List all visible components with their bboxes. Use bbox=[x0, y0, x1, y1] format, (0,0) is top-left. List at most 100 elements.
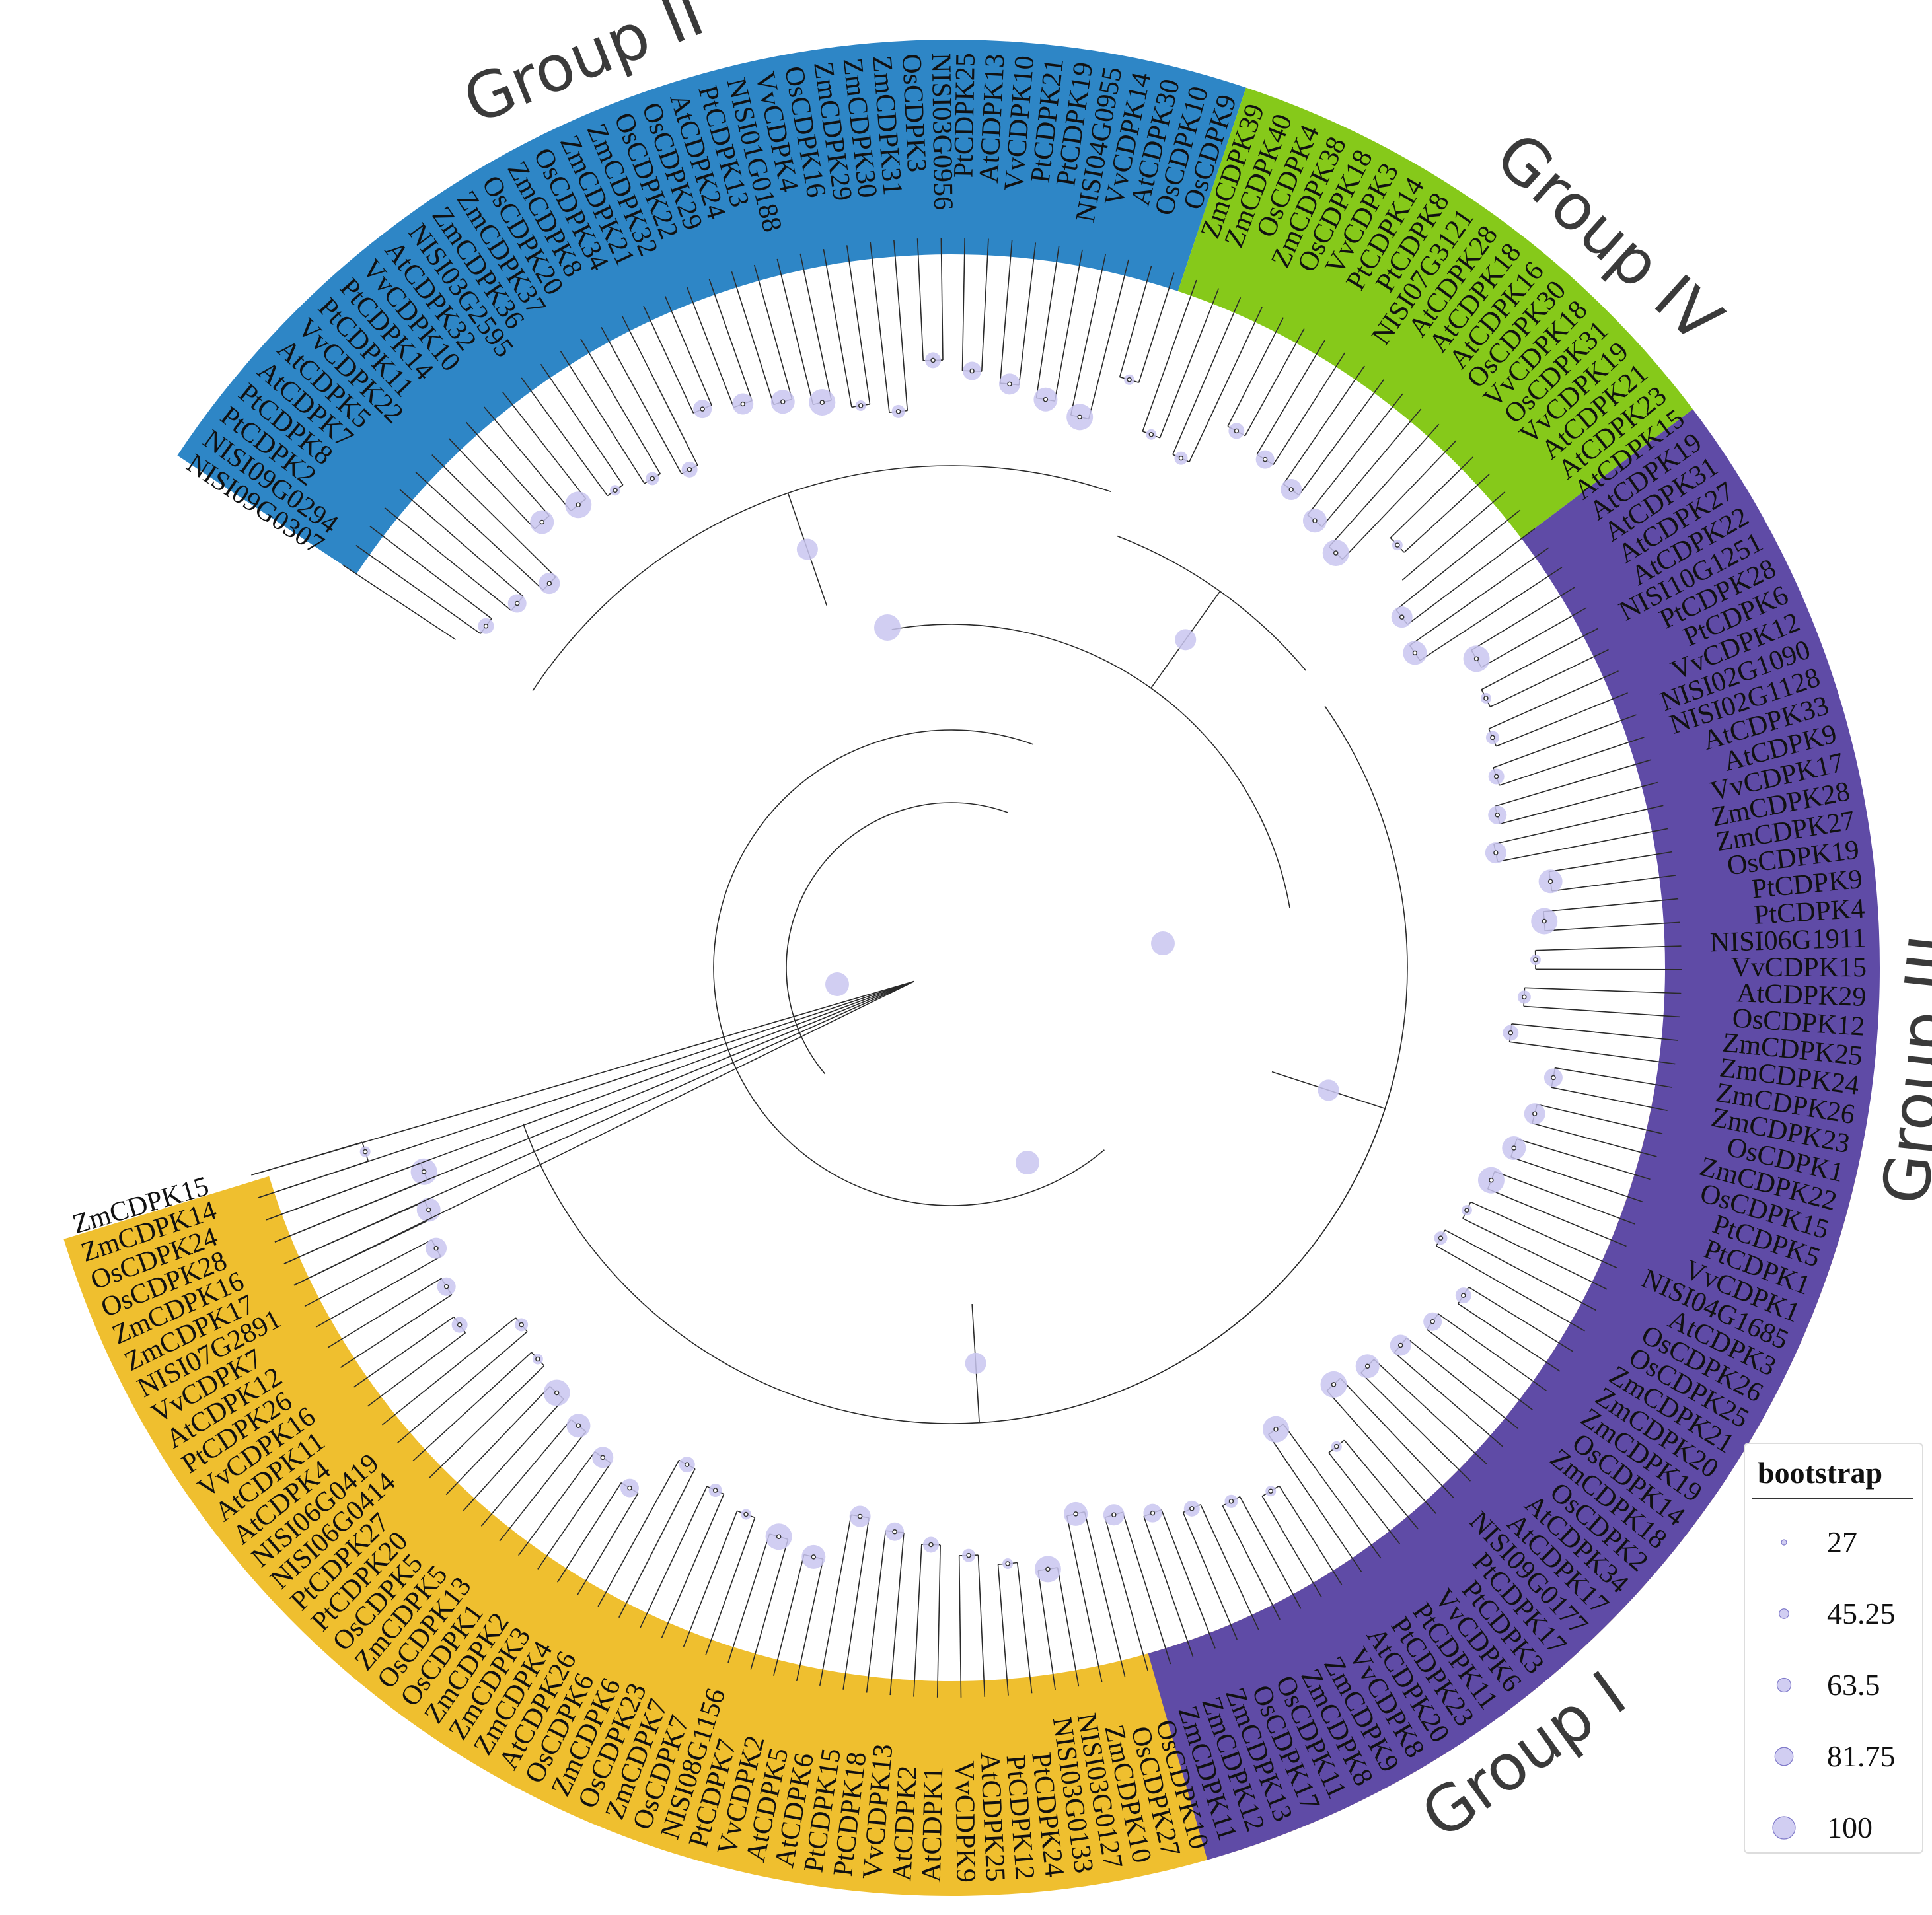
taxon-label: OsCDPK3 bbox=[896, 53, 932, 173]
internal-node bbox=[892, 1529, 897, 1535]
tip-branch bbox=[1493, 714, 1637, 768]
tip-branch bbox=[1499, 781, 1658, 824]
tip-branch bbox=[1328, 423, 1440, 548]
bootstrap-circle bbox=[1151, 931, 1175, 955]
tip-branch bbox=[1458, 1303, 1561, 1372]
long-branch bbox=[274, 980, 914, 1243]
tip-branch bbox=[1088, 259, 1129, 419]
tip-branch bbox=[1261, 1496, 1322, 1597]
internal-node bbox=[1522, 994, 1527, 1000]
internal-node bbox=[1395, 542, 1400, 548]
tip-branch bbox=[819, 1515, 852, 1686]
internal-node bbox=[1483, 696, 1489, 701]
internal-node bbox=[858, 403, 864, 408]
tip-branch bbox=[1468, 1286, 1573, 1352]
tip-branch bbox=[1104, 1517, 1148, 1671]
internal-node bbox=[362, 1149, 368, 1155]
internal-node bbox=[519, 1322, 524, 1328]
tip-branch bbox=[480, 1419, 572, 1527]
tip-branch bbox=[661, 1494, 725, 1638]
tip-branch bbox=[540, 363, 624, 486]
tip-branch bbox=[1401, 491, 1506, 581]
tip-branch bbox=[750, 1539, 789, 1670]
internal-node bbox=[1532, 1111, 1538, 1116]
internal-node bbox=[433, 1245, 439, 1251]
tip-branch bbox=[1407, 528, 1536, 625]
tip-branch bbox=[1444, 1229, 1597, 1311]
tip-branch bbox=[1066, 1515, 1103, 1682]
internal-node bbox=[1533, 957, 1538, 962]
tip-branch bbox=[683, 1511, 738, 1647]
taxon-label: AtCDPK25 bbox=[974, 1752, 1010, 1883]
tip-branch bbox=[961, 238, 965, 371]
internal-node bbox=[743, 1511, 749, 1517]
tip-branch bbox=[1419, 567, 1563, 661]
tip-branch bbox=[580, 338, 661, 474]
tip-branch bbox=[1342, 440, 1457, 560]
tip-branch bbox=[537, 1463, 611, 1570]
tip-branch bbox=[1532, 1122, 1657, 1157]
tip-branch bbox=[776, 258, 814, 405]
internal-node bbox=[1268, 1488, 1273, 1494]
tip-branch bbox=[431, 454, 556, 577]
tip-branch bbox=[1138, 272, 1175, 383]
internal-node bbox=[1312, 518, 1318, 524]
taxon-label: AtCDPK1 bbox=[916, 1766, 949, 1883]
tip-branch bbox=[1535, 945, 1682, 951]
tip-branch bbox=[597, 1460, 680, 1607]
tip-branch bbox=[846, 245, 871, 405]
legend-value: 63.5 bbox=[1827, 1668, 1880, 1702]
tip-branch bbox=[340, 1294, 453, 1368]
bootstrap-circle bbox=[796, 538, 818, 560]
tip-branch bbox=[999, 240, 1013, 384]
tip-branch bbox=[936, 1544, 941, 1698]
tip-branch bbox=[1481, 628, 1598, 690]
internal-node bbox=[819, 400, 825, 405]
tip-branch bbox=[1395, 509, 1521, 610]
tip-branch bbox=[396, 1331, 528, 1444]
internal-node bbox=[1551, 1075, 1556, 1081]
internal-node bbox=[740, 401, 746, 407]
tip-branch bbox=[1057, 1567, 1080, 1687]
tip-branch bbox=[1273, 352, 1346, 465]
tip-branch bbox=[893, 240, 909, 411]
internal-node bbox=[1273, 1427, 1279, 1432]
tip-branch bbox=[1536, 1104, 1663, 1134]
tip-branch bbox=[1403, 474, 1490, 553]
internal-node bbox=[650, 476, 655, 482]
tip-branch bbox=[796, 1559, 824, 1682]
internal-node bbox=[1111, 1512, 1117, 1518]
legend-items: 27 45.25 63.5 81.75 100 bbox=[1772, 1525, 1896, 1844]
internal-node bbox=[1331, 1382, 1337, 1387]
tip-branch bbox=[367, 1332, 466, 1407]
bootstrap-circle bbox=[874, 614, 901, 641]
internal-node bbox=[1495, 813, 1501, 818]
tip-branch bbox=[304, 1239, 432, 1307]
internal-node bbox=[1397, 1342, 1403, 1348]
tip-branch bbox=[889, 1532, 905, 1696]
tip-branch bbox=[1307, 393, 1403, 515]
internal-node bbox=[426, 1207, 431, 1213]
tip-branch bbox=[1222, 1505, 1281, 1620]
tip-branch bbox=[773, 1554, 805, 1676]
tip-branch bbox=[1481, 607, 1587, 668]
tip-branch bbox=[1084, 1511, 1126, 1677]
tip-branch bbox=[1298, 379, 1385, 495]
tip-branch bbox=[643, 305, 694, 414]
tip-branch bbox=[1551, 1087, 1668, 1112]
internal-node bbox=[1493, 850, 1499, 855]
internal-node bbox=[684, 1462, 690, 1467]
taxon-label: AtCDPK29 bbox=[1736, 978, 1867, 1013]
taxon-label: NISI06G1911 bbox=[1709, 923, 1867, 958]
internal-node bbox=[514, 600, 520, 606]
tip-branch bbox=[1406, 1337, 1518, 1429]
group-band-ii bbox=[177, 40, 1246, 574]
tip-branch bbox=[640, 1486, 708, 1628]
taxon-label: AtCDPK13 bbox=[974, 53, 1011, 184]
bootstrap-legend: bootstrap 27 45.25 63.5 81.75 100 bbox=[1744, 1443, 1923, 1854]
internal-node bbox=[1045, 1566, 1051, 1572]
bootstrap-circle bbox=[1175, 629, 1197, 651]
internal-node bbox=[857, 1513, 863, 1519]
tip-branch bbox=[1393, 1352, 1503, 1447]
